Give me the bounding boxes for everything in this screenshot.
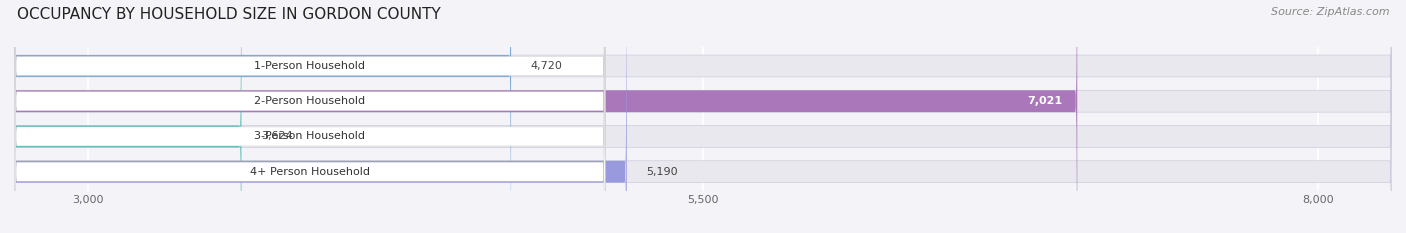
FancyBboxPatch shape (14, 0, 510, 233)
Text: 2-Person Household: 2-Person Household (254, 96, 366, 106)
Text: 7,021: 7,021 (1028, 96, 1063, 106)
Text: 4+ Person Household: 4+ Person Household (250, 167, 370, 177)
FancyBboxPatch shape (14, 0, 242, 233)
FancyBboxPatch shape (14, 0, 1077, 233)
Text: 3,624: 3,624 (262, 131, 292, 141)
Text: 4,720: 4,720 (531, 61, 562, 71)
FancyBboxPatch shape (14, 0, 1392, 233)
FancyBboxPatch shape (14, 0, 1392, 233)
Text: 5,190: 5,190 (647, 167, 678, 177)
Text: OCCUPANCY BY HOUSEHOLD SIZE IN GORDON COUNTY: OCCUPANCY BY HOUSEHOLD SIZE IN GORDON CO… (17, 7, 440, 22)
FancyBboxPatch shape (14, 0, 1392, 233)
FancyBboxPatch shape (14, 0, 605, 233)
FancyBboxPatch shape (14, 0, 627, 233)
Text: Source: ZipAtlas.com: Source: ZipAtlas.com (1271, 7, 1389, 17)
FancyBboxPatch shape (14, 0, 605, 233)
Text: 1-Person Household: 1-Person Household (254, 61, 366, 71)
FancyBboxPatch shape (14, 0, 1392, 233)
FancyBboxPatch shape (14, 0, 605, 233)
Text: 3-Person Household: 3-Person Household (254, 131, 366, 141)
FancyBboxPatch shape (14, 0, 605, 233)
